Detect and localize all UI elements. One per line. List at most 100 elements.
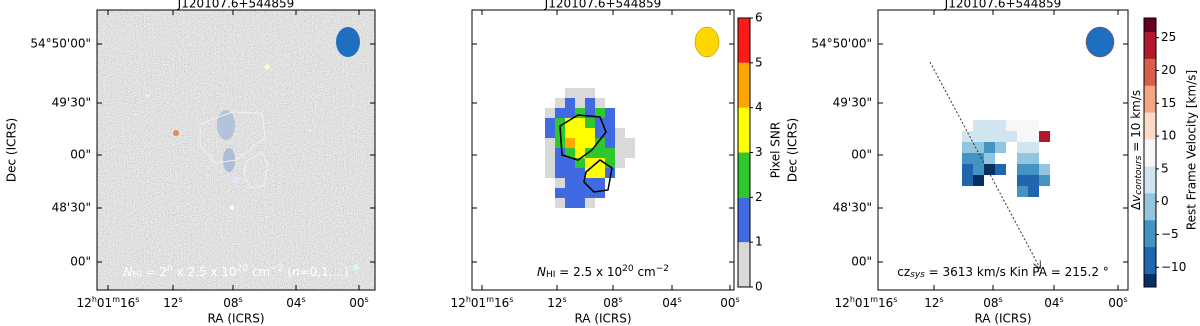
pixel [595,128,605,138]
pixel [625,148,635,158]
x-tick-label-part: s [365,295,369,304]
x-tick-label-part: 08 [983,296,998,310]
y-tick-label: 00" [70,148,91,162]
pixel [984,164,995,175]
text-part: =0,1,...) [300,265,349,279]
pixel [984,120,995,131]
pixel [555,98,565,108]
pixel [595,108,605,118]
colorbar-frame [1143,17,1157,288]
panel-title: J120107.6+544859 [544,0,662,11]
pixel [962,131,973,142]
pixel [565,168,575,178]
pixel [1039,164,1050,175]
pixel [1028,186,1039,197]
x-tick-label-part: m [870,295,878,304]
pixel [1017,175,1028,186]
colorbar-band [738,107,750,153]
text-part: v [1129,194,1143,202]
pixel [545,168,555,178]
x-tick-label-part: 12 [924,296,939,310]
y-tick-label: 48'30" [52,201,91,215]
x-tick-label-part: s [179,295,183,304]
colorbar-band [1144,118,1156,127]
x-tick-label: 12s [547,295,566,309]
text-part: = 2 [142,265,167,279]
text-part: Δ [1129,201,1143,210]
pixel [615,148,625,158]
pixel [973,142,984,153]
text-part: = 2.5 x 10 [555,265,622,279]
pixel [984,153,995,164]
pixel [1017,164,1028,175]
pixel [1028,164,1039,175]
y-tick-label: 00" [70,255,91,269]
text-part: x 2.5 x 10 [173,265,237,279]
pixel [575,198,585,208]
x-tick-label-part: s [302,295,306,304]
x-tick-label-part: 12 [547,296,562,310]
x-tick-label: 04s [1044,295,1063,309]
colorbar-band [1144,78,1156,86]
pixel [962,175,973,186]
x-tick-label-part: m [112,295,120,304]
colorbar-tick-label: 0 [1161,194,1169,208]
x-tick-label-part: 00 [349,296,364,310]
pixel [585,118,595,128]
pixel [995,142,1006,153]
pixel [565,178,575,188]
pixel [1028,175,1039,186]
colorbar-tick-label: 25 [1161,30,1176,44]
x-tick-label-part: 08 [603,296,618,310]
pixel [575,168,585,178]
pixel [585,158,595,168]
colorbar-band [738,152,750,198]
pixel [565,198,575,208]
pixel [605,158,615,168]
text-part: −2 [656,264,669,274]
plot-frame [471,9,735,291]
x-axis-label: RA (ICRS) [207,312,264,326]
colorbar-band [1144,246,1156,254]
pixel [984,131,995,142]
colorbar-band [1144,233,1156,241]
text-part: HI [132,270,141,280]
pixel [545,108,555,118]
pixel [555,168,565,178]
x-tick-label-part: m [486,295,494,304]
colorbar-band [1144,145,1156,153]
pixel [962,164,973,175]
pixel [625,138,635,148]
colorbar-band [1144,253,1156,261]
y-axis-label: Dec (ICRS) [786,118,800,182]
colorbar-band [1144,159,1156,167]
pixel [545,118,555,128]
plot-frame [96,9,376,291]
pixel [1028,153,1039,164]
pixel [545,128,555,138]
pixel [565,128,575,138]
pixel [1017,153,1028,164]
x-tick-label-part: h [92,295,97,304]
x-tick-label-part: h [850,295,855,304]
colorbar-band [1144,58,1156,66]
colorbar-tick-label: −5 [1161,227,1179,241]
pixel [615,128,625,138]
colorbar-band [1144,85,1156,93]
text-part: sys [910,270,925,280]
x-tick-label-part: s [239,295,243,304]
colorbar-tick-label: −10 [1161,260,1186,274]
pixel [585,178,595,188]
x-tick-label-part: 12 [77,296,92,310]
x-tick-label-part: 16 [120,296,135,310]
pixel [1039,131,1050,142]
pixel [595,188,605,198]
pixel [1028,142,1039,153]
x-tick-label-part: h [466,295,471,304]
x-tick-label-part: s [999,295,1003,304]
x-tick-label-part: 12 [835,296,850,310]
pixel [555,158,565,168]
x-tick-label-part: s [619,295,623,304]
colorbar-band [1144,260,1156,268]
